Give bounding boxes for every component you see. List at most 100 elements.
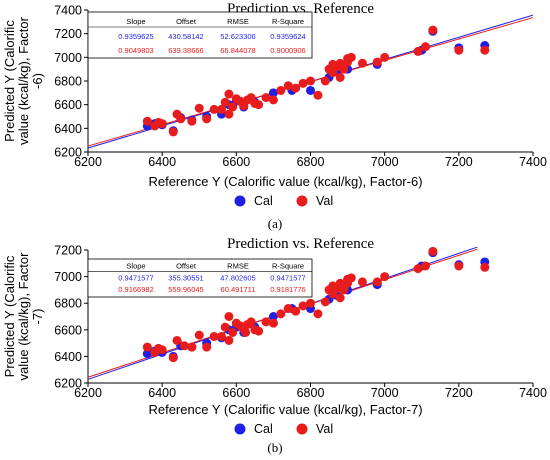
point-val [298,78,308,88]
point-val [179,341,189,351]
point-val [313,309,323,319]
x-tick-label: 6200 [74,386,102,400]
point-val [224,312,234,321]
x-tick-label: 6800 [297,155,325,169]
stats-header: R-Square [272,261,304,270]
point-val [220,322,230,332]
point-val [224,89,234,99]
point-val [454,261,464,271]
x-tick-label: 7400 [519,155,547,169]
point-val [454,45,464,55]
y-tick-label: 7200 [54,27,82,41]
x-tick-label: 6200 [74,155,102,169]
stats-value-cal: 0.9359624 [270,32,305,41]
point-val [176,114,186,124]
x-tick-label: 6400 [148,155,176,169]
y-tick-label: 6800 [54,75,82,89]
stats-value-val: 639.38666 [168,46,203,55]
point-cal [142,349,152,359]
point-val [276,85,286,95]
y-tick-label: 6200 [54,146,82,160]
point-val [335,278,345,288]
stats-value-cal: 52.623306 [220,32,255,41]
point-val [209,104,219,114]
point-val [187,342,197,352]
point-cal [268,88,278,98]
point-val [142,342,152,352]
legend: Cal Val [234,194,333,208]
stats-value-val: 559.96045 [168,285,203,294]
stats-value-val: 0.9049803 [118,46,153,55]
y-tick-label: 6800 [54,297,82,311]
stats-header: Offset [176,261,197,270]
point-val [380,272,390,282]
point-val [254,326,264,336]
legend-marker-val [296,195,308,207]
point-val [217,104,226,114]
stats-box [87,258,313,298]
y-tick-label: 6200 [54,377,82,391]
point-val [202,114,212,124]
y-tick-label: 6600 [54,323,82,337]
point-val [306,298,315,308]
point-val [261,317,271,327]
y-tick-label: 6600 [54,98,82,112]
legend-label-val: Val [316,194,333,208]
stats-header: RMSE [227,261,249,270]
x-tick-label: 6600 [222,155,250,169]
x-tick-label: 6400 [148,386,176,400]
point-val [357,58,367,68]
point-val [168,127,178,137]
chart-panel-2: Prediction vs. Reference 6200 6400 6600 6800… [2,236,547,455]
point-val [246,317,256,327]
legend-marker-cal [234,195,246,207]
point-val [480,262,490,272]
point-val [217,331,226,341]
stats-header: R-Square [272,17,304,26]
point-val [313,90,323,100]
point-val [298,301,308,311]
point-val [268,95,278,105]
point-val [254,100,264,110]
point-val [339,64,349,74]
point-val [420,42,430,52]
point-val [228,102,238,112]
stats-value-cal: 0.9471577 [270,274,305,283]
point-val [157,119,167,129]
point-val [428,25,438,35]
point-val [291,306,301,316]
point-val [413,264,423,274]
point-cal [268,312,278,321]
legend-marker-cal [234,423,246,435]
y-axis-label: Predicted Y (Calorificvalue (kcal/kg), F… [2,252,45,381]
stats-value-cal: 355.30551 [168,274,203,283]
x-axis-label: Reference Y (Calorific value (kcal/kg), … [148,402,422,417]
point-val [224,109,234,119]
point-val [320,76,330,86]
point-val [224,335,234,345]
x-tick-label: 7200 [445,155,473,169]
point-val [228,327,238,337]
y-tick-label: 7400 [54,4,82,18]
stats-value-val: 0.9181776 [270,285,305,294]
y-tick-label: 7000 [54,51,82,65]
y-tick-label: 6400 [54,350,82,364]
y-axis-label: Predicted Y (Calorificvalue (kcal/kg), F… [2,16,45,145]
point-val [209,331,219,341]
point-val [335,293,345,303]
point-val [276,309,286,319]
stats-value-val: 66.844078 [220,46,255,55]
stats-header: Slope [126,17,145,26]
point-val [346,52,356,62]
point-val [346,273,356,283]
point-val [172,335,182,345]
stats-header: Slope [126,261,145,270]
legend-label-cal: Cal [254,422,273,436]
point-val [157,345,167,355]
point-cal [306,85,315,95]
point-val [261,93,271,103]
y-tick-label: 7200 [54,244,82,258]
point-val [372,57,382,67]
x-tick-label: 7400 [519,386,547,400]
